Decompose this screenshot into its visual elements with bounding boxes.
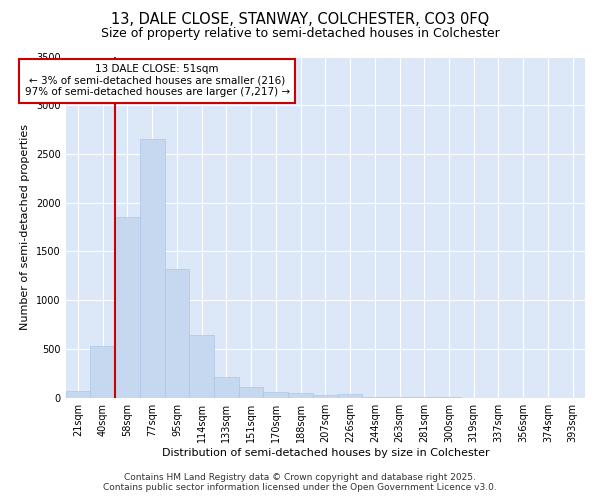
Bar — [263, 392, 288, 398]
Bar — [239, 387, 263, 398]
Y-axis label: Number of semi-detached properties: Number of semi-detached properties — [20, 124, 31, 330]
Bar — [91, 346, 115, 398]
Bar — [164, 269, 189, 398]
Bar — [362, 396, 387, 398]
Bar — [65, 391, 91, 398]
Bar — [214, 376, 239, 398]
Bar — [115, 218, 140, 398]
Bar — [338, 394, 362, 398]
Text: 13 DALE CLOSE: 51sqm
← 3% of semi-detached houses are smaller (216)
97% of semi-: 13 DALE CLOSE: 51sqm ← 3% of semi-detach… — [25, 64, 290, 98]
Text: Contains HM Land Registry data © Crown copyright and database right 2025.
Contai: Contains HM Land Registry data © Crown c… — [103, 473, 497, 492]
Text: Size of property relative to semi-detached houses in Colchester: Size of property relative to semi-detach… — [101, 28, 499, 40]
Bar — [387, 397, 412, 398]
Bar — [313, 395, 338, 398]
Bar — [189, 336, 214, 398]
Bar — [140, 140, 164, 398]
Text: 13, DALE CLOSE, STANWAY, COLCHESTER, CO3 0FQ: 13, DALE CLOSE, STANWAY, COLCHESTER, CO3… — [111, 12, 489, 28]
Bar — [288, 394, 313, 398]
X-axis label: Distribution of semi-detached houses by size in Colchester: Distribution of semi-detached houses by … — [161, 448, 489, 458]
